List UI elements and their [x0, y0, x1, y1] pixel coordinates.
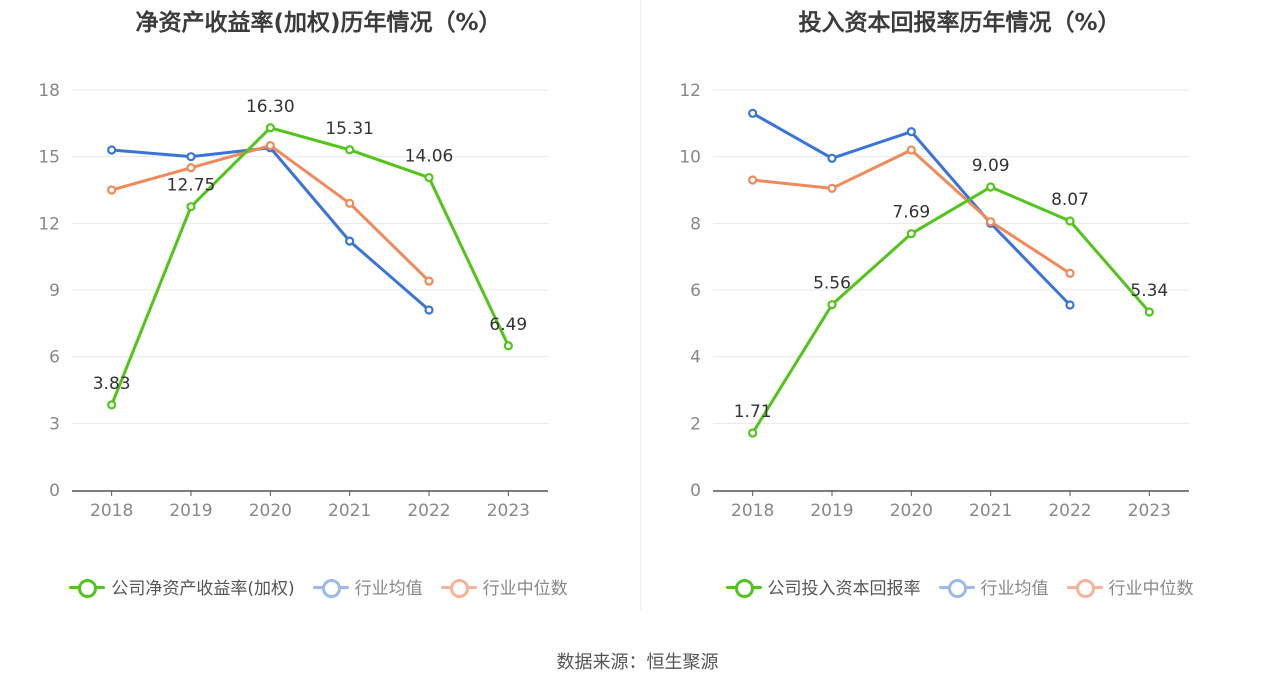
panel-divider [640, 0, 641, 610]
legend-label: 行业均值 [354, 579, 423, 599]
legend-marker-icon [69, 577, 106, 598]
data-point-avg [186, 152, 196, 162]
legend-item-median[interactable]: 行业中位数 [1066, 574, 1194, 599]
data-point-median [186, 163, 196, 173]
data-label: 15.31 [325, 119, 374, 139]
y-tick-label: 6 [49, 348, 60, 368]
x-tick-label: 2018 [731, 501, 774, 521]
x-tick-label: 2021 [969, 501, 1012, 521]
x-tick-label: 2023 [487, 501, 530, 521]
legend-marker-icon [1066, 577, 1103, 598]
data-point-company [503, 341, 513, 351]
x-tick-label: 2022 [1048, 501, 1091, 521]
legend-marker-icon [440, 577, 477, 598]
chart-title: 投入资本回报率历年情况（%） [798, 10, 1121, 36]
chart-panel-roic: 投入资本回报率历年情况（%） 0 2 4 6 8 10 12 2018 2019 2020 2021… [641, 0, 1275, 610]
data-label: 5.56 [813, 274, 851, 294]
data-point-median [906, 145, 916, 155]
y-tick-label: 10 [679, 148, 701, 168]
series-line-company [110, 126, 510, 406]
data-label: 3.83 [93, 374, 131, 394]
data-point-company [186, 202, 196, 212]
data-point-median [986, 217, 996, 227]
y-tick-label: 15 [38, 148, 60, 168]
data-point-avg [748, 108, 758, 118]
legend-label: 行业中位数 [1108, 579, 1194, 599]
data-label: 12.75 [167, 176, 216, 196]
data-label: 1.71 [734, 402, 772, 422]
data-label: 5.34 [1130, 281, 1168, 301]
y-tick-label: 2 [690, 414, 701, 434]
y-tick-label: 18 [38, 81, 60, 101]
legend-item-median[interactable]: 行业中位数 [440, 574, 568, 599]
legend-item-avg[interactable]: 行业均值 [312, 574, 423, 599]
x-tick-label: 2022 [407, 501, 450, 521]
data-point-avg [107, 145, 117, 155]
y-tick-label: 3 [49, 414, 60, 434]
data-point-company [424, 172, 434, 183]
x-tick-label: 2021 [328, 501, 371, 521]
chart-legend: 公司投入资本回报率 行业均值 行业中位数 [641, 574, 1275, 599]
data-label: 9.09 [972, 156, 1010, 176]
y-tick-label: 0 [49, 481, 60, 501]
legend-item-avg[interactable]: 行业均值 [938, 574, 1049, 599]
data-point-median [265, 140, 275, 151]
legend-label: 行业均值 [980, 579, 1049, 599]
x-tick-label: 2018 [90, 501, 133, 521]
data-point-median [748, 175, 758, 185]
legend-marker-icon [938, 577, 975, 598]
data-label: 6.49 [489, 315, 527, 335]
y-tick-label: 6 [690, 281, 701, 301]
legend-item-company[interactable]: 公司投入资本回报率 [725, 574, 921, 599]
data-point-company [1065, 216, 1075, 226]
chart-title: 净资产收益率(加权)历年情况（%） [135, 10, 502, 36]
series-line-median [111, 144, 431, 283]
y-tick-label: 12 [679, 81, 701, 101]
data-point-company [107, 400, 117, 410]
legend-marker-icon [312, 577, 349, 598]
data-point-avg [424, 305, 434, 315]
data-point-company [986, 182, 996, 192]
roic-line-chart: 0 2 4 6 8 10 12 2018 2019 2020 2021 2022 2023 1.71 5.5… [679, 81, 1189, 521]
data-point-median [107, 185, 117, 195]
data-label: 14.06 [405, 147, 454, 167]
legend-label: 行业中位数 [482, 579, 568, 599]
data-label: 16.30 [246, 97, 295, 117]
data-point-median [827, 183, 837, 193]
data-point-company [748, 428, 758, 438]
x-tick-label: 2020 [249, 501, 292, 521]
data-point-company [906, 229, 916, 239]
data-point-avg [827, 153, 837, 163]
legend-label: 公司投入资本回报率 [767, 579, 921, 599]
x-tick-label: 2019 [810, 501, 853, 521]
data-point-company [1144, 307, 1154, 317]
y-tick-label: 4 [690, 348, 701, 368]
data-point-median [345, 198, 355, 208]
data-source-note: 数据来源：恒生聚源 [556, 652, 719, 673]
series-line-company [751, 185, 1151, 434]
data-point-avg [1065, 300, 1075, 310]
x-tick-label: 2019 [169, 501, 212, 521]
data-point-company [265, 123, 275, 133]
data-label: 7.69 [892, 203, 930, 223]
y-tick-label: 0 [690, 481, 701, 501]
x-tick-label: 2020 [890, 501, 933, 521]
data-point-company [827, 300, 837, 310]
legend-label: 公司净资产收益率(加权) [111, 579, 295, 599]
x-tick-label: 2023 [1128, 501, 1171, 521]
roe-line-chart: 0 3 6 9 12 15 18 2018 2019 2020 2021 2022 2023 3.83 12… [38, 81, 548, 521]
data-point-median [1065, 268, 1075, 278]
y-tick-label: 9 [49, 281, 60, 301]
legend-item-company[interactable]: 公司净资产收益率(加权) [69, 574, 295, 599]
legend-marker-icon [725, 577, 762, 598]
data-point-avg [345, 236, 355, 246]
data-point-median [424, 276, 434, 286]
data-label: 8.07 [1051, 190, 1089, 210]
data-point-company [345, 145, 355, 155]
y-tick-label: 12 [38, 214, 60, 234]
chart-panel-roe: 净资产收益率(加权)历年情况（%） 0 3 6 9 12 15 18 2018 2019 2020… [0, 0, 637, 610]
data-point-avg [906, 127, 916, 137]
y-tick-label: 8 [690, 214, 701, 234]
chart-legend: 公司净资产收益率(加权) 行业均值 行业中位数 [0, 574, 637, 599]
